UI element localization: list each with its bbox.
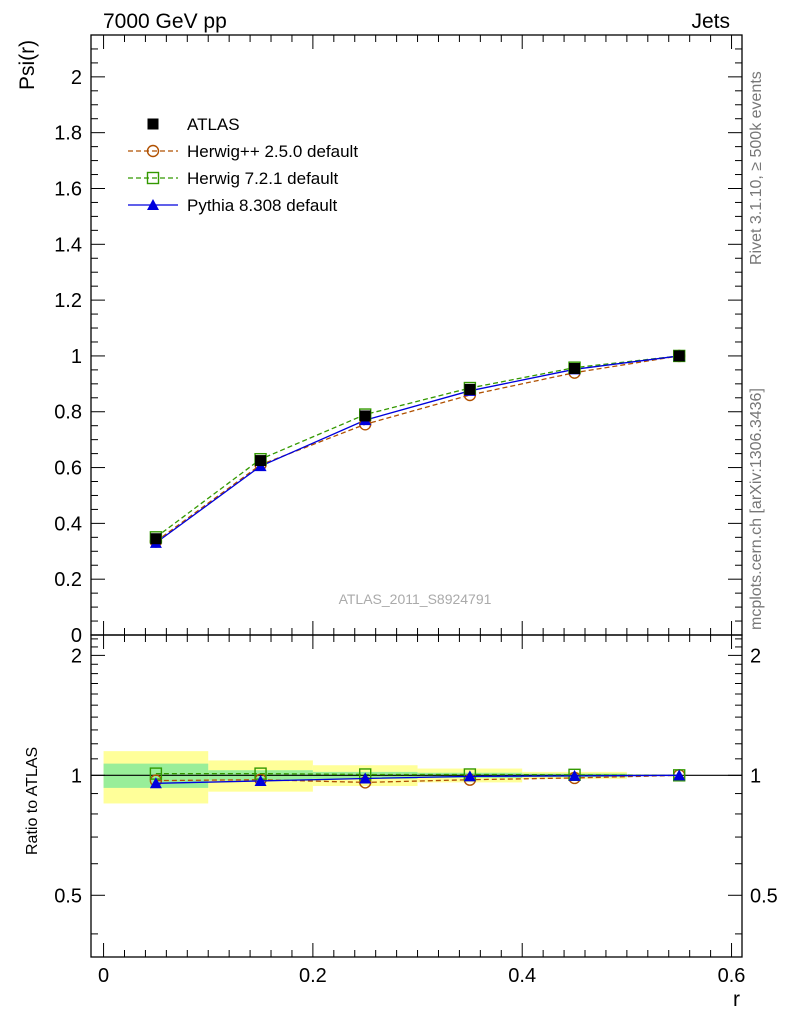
x-tick-label: 0.6 — [718, 965, 746, 987]
ratio-panel: 0 0.2 0.4 0.6 0.5 0.5 1 1 2 2 — [54, 621, 778, 987]
legend-marker-herwig-2-5-0-default — [146, 144, 160, 158]
ratio-y-tick-label-right: 2 — [750, 645, 761, 667]
ratio-frame — [90, 634, 743, 958]
ratio-y-tick-label-left: 0.5 — [54, 885, 82, 907]
main-panel: 0 0.2 0.4 0.6 0.8 1 1.2 1.4 1.6 1.8 2 — [54, 34, 743, 647]
ratio-point-pythia-8-308-default — [359, 772, 372, 784]
series-line-pythia-8-308-default — [155, 355, 680, 544]
legend-label-atlas: ATLAS — [187, 115, 240, 134]
analysis-watermark: ATLAS_2011_S8924791 — [339, 591, 492, 607]
main-y-tick-label: 1.6 — [54, 178, 82, 200]
main-y-tick-label: 1 — [71, 346, 82, 368]
ratio-point-pythia-8-308-default — [149, 777, 162, 789]
main-y-axis-label: Psi(r) — [16, 40, 39, 90]
legend-label-herwig-2-5-0-default: Herwig++ 2.5.0 default — [187, 142, 358, 161]
header-right: Jets — [691, 10, 730, 33]
x-tick-label: 0.4 — [508, 965, 536, 987]
ratio-y-axis-label: Ratio to ATLAS — [24, 747, 41, 855]
main-y-tick-label: 0.2 — [54, 569, 82, 591]
data-point-atlas — [464, 383, 476, 395]
x-tick-label: 0 — [98, 965, 109, 987]
legend-marker-herwig-7-2-1-default — [146, 171, 160, 185]
ratio-line-herwig-2-5-0-default — [155, 774, 680, 784]
data-point-atlas — [673, 350, 685, 362]
data-point-atlas — [569, 362, 581, 374]
ratio-y-tick-label-left: 1 — [71, 765, 82, 787]
legend-label-pythia-8-308-default: Pythia 8.308 default — [187, 196, 338, 215]
mcplots-label: mcplots.cern.ch [arXiv:1306.3436] — [748, 388, 765, 630]
main-y-tick-label: 0.6 — [54, 458, 82, 480]
ratio-line-pythia-8-308-default — [155, 774, 680, 784]
series-line-herwig-2-5-0-default — [155, 355, 680, 543]
main-y-tick-label: 0.8 — [54, 402, 82, 424]
main-y-tick-label: 1.2 — [54, 290, 82, 312]
main-y-tick-label: 1.8 — [54, 123, 82, 145]
legend: ATLAS Herwig++ 2.5.0 default Herwig 7.2.1 … — [128, 115, 358, 215]
ratio-y-tick-label-right: 0.5 — [750, 885, 778, 907]
ratio-point-pythia-8-308-default — [254, 774, 267, 786]
ratio-point-pythia-8-308-default — [568, 769, 581, 781]
main-y-tick-label: 2 — [71, 67, 82, 89]
legend-label-herwig-7-2-1-default: Herwig 7.2.1 default — [187, 169, 338, 188]
legend-marker-atlas — [147, 118, 159, 130]
ratio-point-pythia-8-308-default — [673, 769, 686, 781]
header-left: 7000 GeV pp — [103, 10, 227, 33]
rivet-version-label: Rivet 3.1.10, ≥ 500k events — [748, 71, 765, 265]
data-point-atlas — [150, 533, 162, 545]
ratio-point-pythia-8-308-default — [463, 770, 476, 782]
x-axis-label: r — [733, 988, 740, 1011]
main-y-tick-label: 0.4 — [54, 513, 82, 535]
ratio-y-tick-label-right: 1 — [750, 765, 761, 787]
data-point-atlas — [255, 455, 267, 467]
ratio-line-herwig-7-2-1-default — [155, 772, 680, 776]
ratio-y-tick-label-left: 2 — [71, 645, 82, 667]
main-y-tick-label: 1.4 — [54, 234, 82, 256]
data-point-atlas — [359, 410, 371, 422]
series-line-herwig-7-2-1-default — [155, 355, 680, 538]
main-y-tick-label: 0 — [71, 625, 82, 647]
legend-marker-pythia-8-308-default — [147, 199, 159, 210]
x-tick-label: 0.2 — [299, 965, 327, 987]
